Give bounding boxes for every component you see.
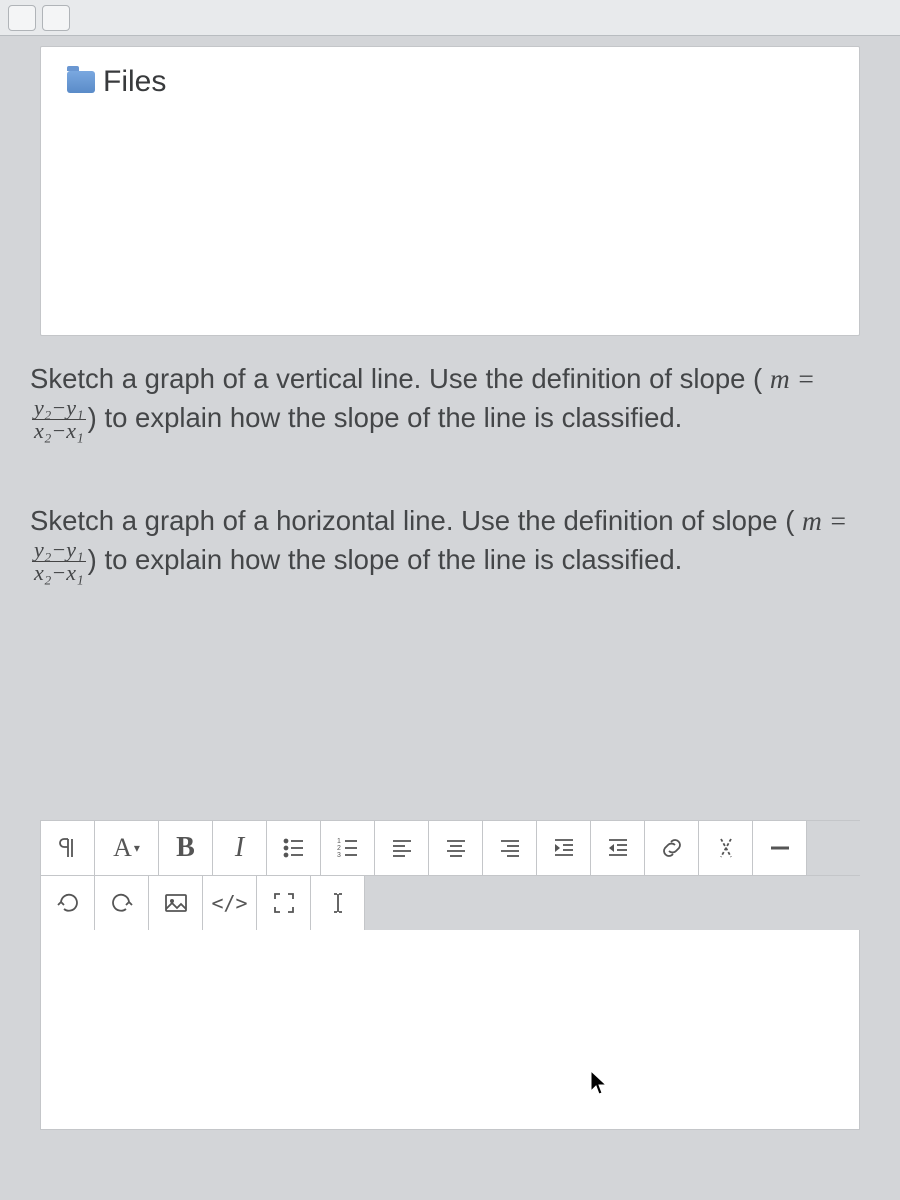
q1-m-label: m =	[770, 363, 815, 394]
topbar-button[interactable]	[8, 5, 36, 31]
font-button[interactable]: A ▾	[95, 821, 159, 875]
slope-fraction: y₂−y₁ x₂−x₁	[32, 397, 86, 442]
clear-icon	[713, 835, 739, 861]
indent-icon	[551, 835, 577, 861]
align-right-icon	[497, 835, 523, 861]
align-left-button[interactable]	[375, 821, 429, 875]
ul-icon	[281, 835, 307, 861]
text-cursor-icon	[325, 890, 351, 916]
q2-text-before: Sketch a graph of a horizontal line. Use…	[30, 505, 794, 536]
slope-fraction: y₂−y₁ x₂−x₁	[32, 539, 86, 584]
ol-icon: 123	[335, 835, 361, 861]
indent-button[interactable]	[537, 821, 591, 875]
ordered-list-button[interactable]: 123	[321, 821, 375, 875]
link-button[interactable]	[645, 821, 699, 875]
hr-icon	[767, 835, 793, 861]
q2-m-label: m =	[802, 505, 847, 536]
question-1: Sketch a graph of a vertical line. Use t…	[30, 360, 870, 442]
undo-icon	[55, 890, 81, 916]
fullscreen-icon	[271, 890, 297, 916]
rich-text-editor: A ▾ B I 123	[40, 820, 860, 1130]
outdent-icon	[605, 835, 631, 861]
image-button[interactable]	[149, 876, 203, 930]
toolbar-row-2: </>	[40, 875, 860, 930]
files-title: Files	[103, 65, 166, 99]
align-left-icon	[389, 835, 415, 861]
redo-button[interactable]	[95, 876, 149, 930]
caret-icon: ▾	[134, 841, 140, 855]
align-center-button[interactable]	[429, 821, 483, 875]
files-panel: Files	[40, 46, 860, 336]
folder-icon	[67, 71, 95, 93]
link-icon	[659, 835, 685, 861]
editor-body[interactable]	[40, 930, 860, 1130]
fullscreen-button[interactable]	[257, 876, 311, 930]
align-center-icon	[443, 835, 469, 861]
hr-button[interactable]	[753, 821, 807, 875]
text-cursor-button[interactable]	[311, 876, 365, 930]
mouse-cursor-icon	[590, 1070, 608, 1096]
app-topbar	[0, 0, 900, 36]
undo-button[interactable]	[41, 876, 95, 930]
svg-text:2: 2	[337, 845, 341, 852]
fraction-numerator: y₂−y₁	[32, 397, 86, 420]
svg-text:3: 3	[337, 852, 341, 859]
code-label: </>	[211, 891, 247, 915]
paragraph-icon	[55, 835, 81, 861]
font-label: A	[113, 833, 132, 863]
outdent-button[interactable]	[591, 821, 645, 875]
code-button[interactable]: </>	[203, 876, 257, 930]
italic-label: I	[235, 832, 244, 864]
clear-format-button[interactable]	[699, 821, 753, 875]
question-2: Sketch a graph of a horizontal line. Use…	[30, 502, 870, 584]
fraction-numerator: y₂−y₁	[32, 539, 86, 562]
paragraph-button[interactable]	[41, 821, 95, 875]
redo-icon	[109, 890, 135, 916]
question-area: Sketch a graph of a vertical line. Use t…	[20, 360, 880, 644]
fraction-denominator: x₂−x₁	[32, 420, 86, 442]
q2-text-after: ) to explain how the slope of the line i…	[88, 544, 683, 575]
files-header[interactable]: Files	[41, 47, 859, 117]
italic-button[interactable]: I	[213, 821, 267, 875]
topbar-button[interactable]	[42, 5, 70, 31]
bold-label: B	[176, 832, 195, 864]
align-right-button[interactable]	[483, 821, 537, 875]
image-icon	[163, 890, 189, 916]
fraction-denominator: x₂−x₁	[32, 562, 86, 584]
q1-text-after: ) to explain how the slope of the line i…	[88, 402, 683, 433]
q1-text-before: Sketch a graph of a vertical line. Use t…	[30, 363, 762, 394]
unordered-list-button[interactable]	[267, 821, 321, 875]
bold-button[interactable]: B	[159, 821, 213, 875]
svg-text:1: 1	[337, 838, 341, 845]
toolbar-row-1: A ▾ B I 123	[40, 820, 860, 875]
